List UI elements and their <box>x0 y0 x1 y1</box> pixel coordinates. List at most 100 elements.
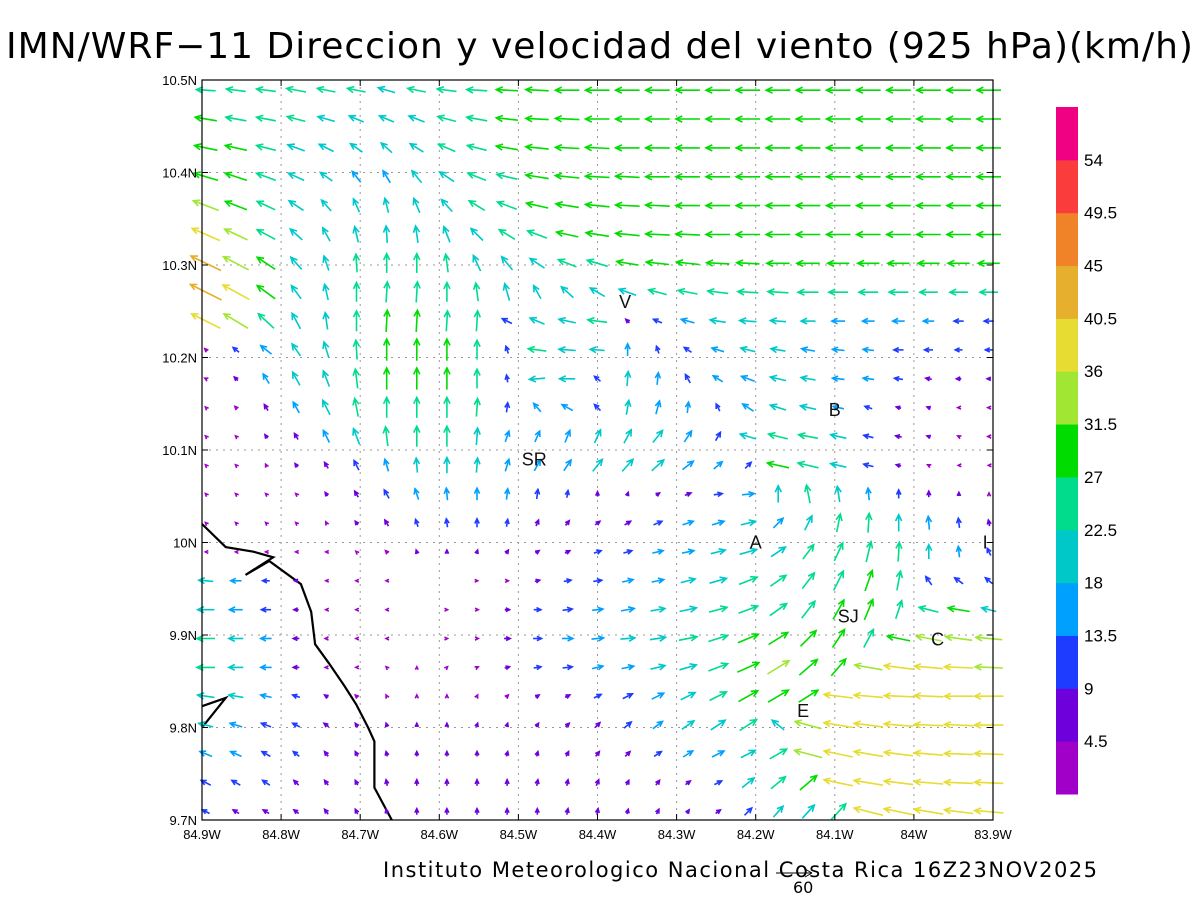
wind-arrow-head <box>686 460 695 468</box>
wind-arrow-head <box>258 664 267 671</box>
wind-arrow-head <box>594 750 601 757</box>
wind-arrow-head <box>860 317 869 325</box>
wind-arrow-head <box>737 317 747 325</box>
wind-arrow <box>323 807 329 815</box>
wind-arrow-head <box>854 144 864 152</box>
wind-arrow-head <box>617 287 627 295</box>
wind-arrow-shaft <box>738 605 758 615</box>
wind-arrow-head <box>704 201 713 210</box>
wind-arrow <box>444 693 450 699</box>
wind-arrow <box>294 492 300 498</box>
wind-arrow <box>321 226 331 242</box>
wind-arrow-head <box>379 141 388 150</box>
wind-arrow-head <box>204 492 209 498</box>
wind-arrow <box>562 606 575 613</box>
wind-arrow-head <box>656 429 664 438</box>
wind-arrow <box>852 662 883 671</box>
wind-arrow-head <box>474 721 479 728</box>
wind-arrow-shaft <box>741 375 755 382</box>
wind-arrow-head <box>674 115 683 123</box>
wind-arrow-head <box>776 804 785 813</box>
wind-arrow-head <box>440 198 449 207</box>
wind-arrow <box>474 693 479 699</box>
wind-arrow-shaft <box>914 780 944 785</box>
wind-arrow <box>861 375 875 382</box>
wind-arrow-head <box>765 460 775 468</box>
wind-arrow-head <box>323 665 329 670</box>
wind-arrow <box>831 627 846 648</box>
wind-arrow-shaft <box>439 171 455 183</box>
wind-arrow-head <box>704 230 713 239</box>
wind-arrow <box>738 575 759 586</box>
wind-arrow <box>770 546 787 558</box>
wind-arrow <box>384 749 390 757</box>
wind-arrow-shaft <box>616 260 639 266</box>
wind-arrow-head <box>975 201 984 210</box>
wind-arrow-shaft <box>709 691 727 702</box>
wind-arrow-head <box>528 257 538 265</box>
wind-arrow-head <box>624 807 630 814</box>
wind-arrow <box>384 721 390 728</box>
wind-arrow-shaft <box>867 513 870 533</box>
wind-arrow <box>674 230 700 238</box>
wind-arrow-head <box>863 405 870 411</box>
wind-arrow-head <box>613 86 623 94</box>
wind-arrow-head <box>914 230 924 239</box>
wind-arrow <box>740 519 758 527</box>
wind-arrow-head <box>689 634 699 642</box>
wind-arrow-shaft <box>867 488 870 501</box>
wind-arrow-head <box>896 598 904 608</box>
colorbar-segment <box>1056 635 1078 689</box>
wind-arrow-shaft <box>739 548 757 556</box>
wind-arrow-head <box>824 201 834 210</box>
wind-arrow <box>504 665 512 671</box>
wind-arrow-head <box>565 694 572 699</box>
wind-arrow <box>682 750 695 758</box>
wind-arrow <box>654 370 662 385</box>
wind-arrow <box>383 488 390 499</box>
wind-arrow <box>384 665 390 671</box>
wind-arrow-head <box>566 606 575 613</box>
wind-arrow-head <box>643 201 653 210</box>
wind-arrow <box>708 317 726 325</box>
wind-arrow-shaft <box>534 430 541 443</box>
wind-arrow <box>912 778 944 786</box>
wind-arrow <box>524 172 549 180</box>
reference-vector <box>776 868 813 878</box>
wind-arrow-head <box>975 86 984 94</box>
wind-arrow-head <box>322 254 330 263</box>
wind-arrow-head <box>474 636 480 641</box>
wind-arrow <box>351 169 362 183</box>
wind-arrow <box>533 635 544 642</box>
wind-arrow <box>734 86 761 94</box>
wind-arrow <box>956 463 962 468</box>
wind-arrow <box>653 750 663 758</box>
wind-arrow-shaft <box>190 255 222 272</box>
wind-arrow <box>322 310 330 330</box>
wind-arrow-head <box>596 693 603 699</box>
wind-arrow-shaft <box>768 433 788 440</box>
wind-arrow-shaft <box>351 170 362 183</box>
wind-arrow <box>557 316 576 325</box>
wind-arrow <box>222 312 249 329</box>
wind-arrow-head <box>353 458 360 467</box>
wind-arrow <box>769 748 789 760</box>
wind-arrow <box>917 288 938 296</box>
wind-arrow <box>972 692 1004 701</box>
wind-arrow-head <box>655 344 661 352</box>
wind-arrow <box>917 605 939 613</box>
wind-arrow-shaft <box>712 375 724 383</box>
wind-arrow-head <box>204 521 209 526</box>
wind-arrow-head <box>799 374 808 383</box>
wind-arrow-shaft <box>884 664 914 670</box>
wind-arrow-head <box>352 224 360 234</box>
wind-arrow <box>534 578 542 584</box>
wind-arrow-shaft <box>772 805 784 818</box>
wind-arrow <box>972 721 1004 729</box>
wind-arrow-head <box>882 778 892 786</box>
footer-credit: Instituto Meteorologico Nacional Costa R… <box>383 858 1099 882</box>
wind-arrow-shaft <box>648 289 667 296</box>
wind-arrow <box>414 806 420 815</box>
wind-arrow-head <box>704 144 713 152</box>
wind-arrow-head <box>583 143 593 152</box>
